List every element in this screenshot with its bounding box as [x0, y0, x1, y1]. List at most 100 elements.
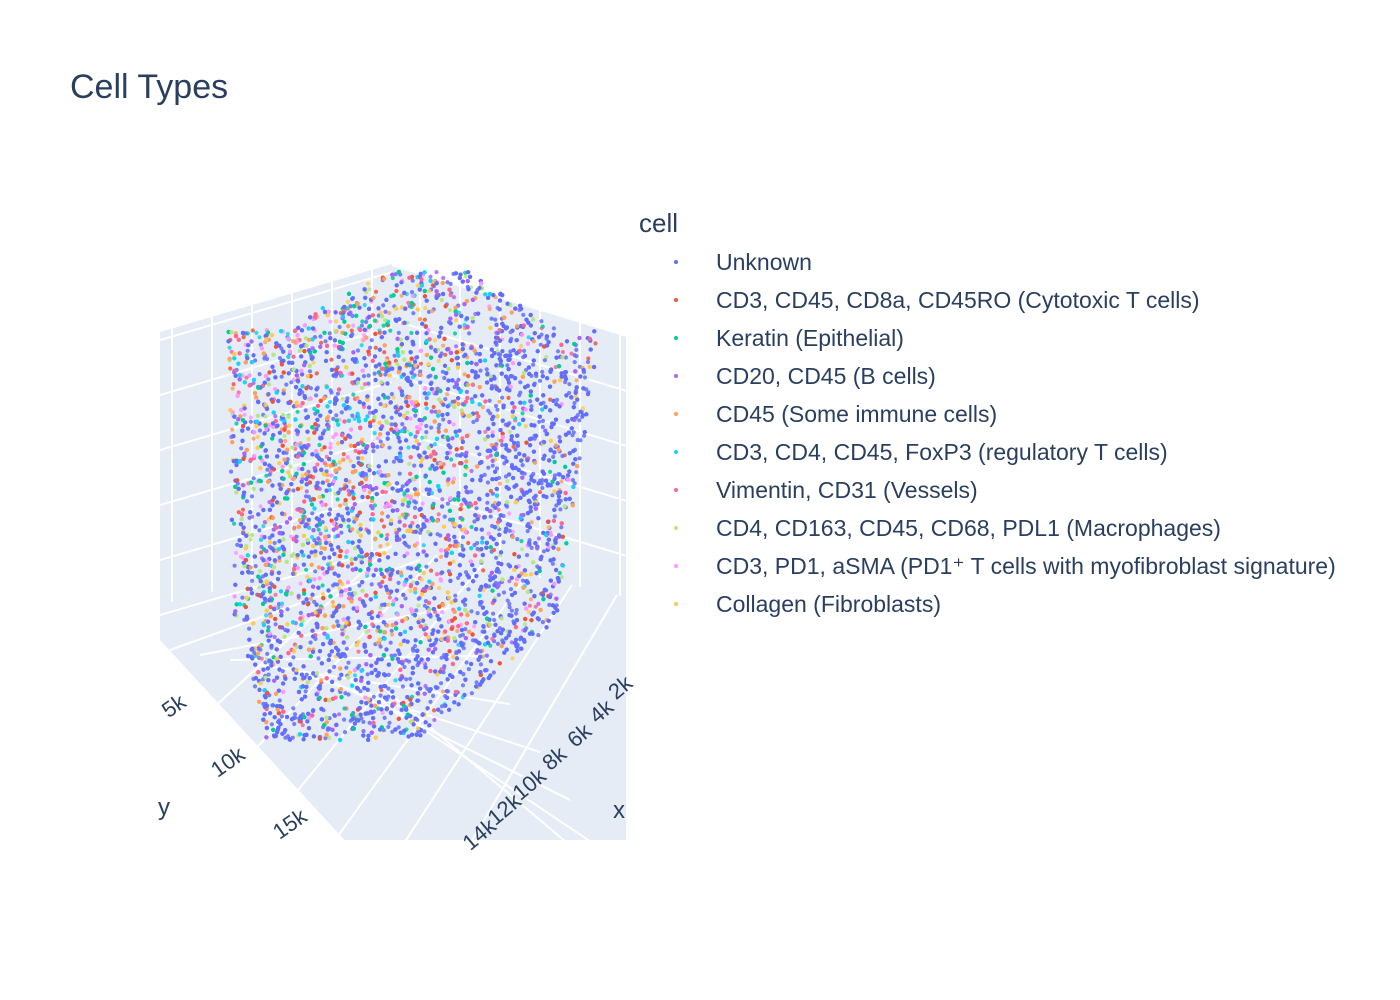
data-point — [552, 473, 558, 478]
data-point — [460, 436, 465, 441]
data-point — [413, 413, 418, 418]
data-point — [577, 456, 582, 461]
data-point — [412, 463, 417, 468]
data-point — [485, 434, 490, 439]
data-point — [463, 627, 468, 632]
data-point — [255, 434, 260, 440]
data-point — [359, 343, 364, 348]
data-point — [431, 693, 436, 699]
data-point — [339, 530, 344, 535]
data-point — [335, 619, 340, 624]
data-point — [418, 460, 424, 465]
data-point — [491, 611, 496, 616]
data-point — [475, 611, 480, 616]
data-point — [277, 356, 283, 361]
data-point — [490, 430, 495, 435]
data-point — [387, 445, 392, 450]
data-point — [488, 453, 493, 458]
data-point — [466, 374, 471, 379]
data-point — [486, 408, 491, 413]
data-point — [257, 569, 263, 574]
data-point — [543, 428, 548, 433]
data-point — [508, 349, 513, 354]
data-point — [291, 655, 296, 660]
data-point — [266, 625, 271, 630]
data-point — [285, 331, 290, 337]
data-point — [248, 537, 253, 542]
data-point — [257, 428, 263, 433]
data-point — [539, 319, 544, 324]
data-point — [240, 595, 245, 600]
data-point — [437, 422, 442, 427]
data-point — [436, 512, 441, 517]
data-point — [292, 721, 297, 727]
data-point — [346, 488, 351, 493]
grid-lines — [160, 264, 626, 840]
data-point — [418, 369, 423, 374]
data-point — [382, 715, 387, 721]
data-point — [383, 490, 388, 495]
data-point — [443, 397, 448, 402]
data-point — [371, 694, 376, 699]
data-point — [481, 588, 486, 593]
data-point — [495, 641, 500, 646]
data-point — [440, 610, 445, 615]
data-point — [573, 394, 578, 399]
data-point — [356, 456, 361, 461]
data-point — [235, 542, 240, 548]
data-point — [328, 388, 333, 393]
data-point — [267, 472, 272, 477]
data-point — [449, 457, 454, 462]
data-point — [456, 575, 461, 581]
data-point — [460, 535, 466, 540]
data-point — [523, 573, 528, 578]
data-point — [405, 410, 410, 415]
data-point — [439, 710, 444, 715]
data-point — [455, 628, 460, 634]
data-point — [454, 344, 459, 349]
data-point — [427, 288, 432, 294]
data-point — [478, 368, 483, 373]
data-point — [292, 525, 297, 531]
data-point — [364, 629, 369, 635]
data-point — [557, 435, 562, 440]
data-point — [366, 373, 371, 378]
data-point — [304, 567, 309, 572]
data-point — [323, 525, 328, 531]
data-point — [386, 724, 391, 730]
data-point — [268, 605, 273, 610]
data-point — [318, 334, 323, 339]
data-point — [381, 303, 386, 308]
data-point — [311, 360, 316, 365]
data-point — [351, 485, 356, 490]
data-point — [494, 466, 500, 471]
data-point — [269, 722, 274, 727]
data-point — [441, 417, 446, 422]
data-point — [265, 467, 270, 472]
data-point — [440, 497, 445, 502]
data-point — [234, 421, 239, 426]
data-point — [323, 736, 328, 741]
data-point — [456, 377, 461, 382]
data-point — [472, 542, 477, 548]
data-point — [400, 502, 405, 507]
data-point — [397, 515, 402, 520]
data-point — [580, 406, 586, 411]
data-point — [335, 497, 340, 502]
data-point — [582, 433, 587, 438]
data-point — [360, 319, 365, 324]
data-point — [428, 699, 433, 704]
data-point — [540, 369, 545, 374]
data-point — [559, 479, 564, 484]
data-point — [488, 488, 493, 494]
data-point — [525, 529, 530, 534]
data-point — [378, 544, 383, 549]
data-point — [259, 544, 264, 550]
data-point — [240, 483, 245, 488]
data-point — [418, 380, 423, 385]
data-point — [393, 272, 398, 277]
data-point — [233, 550, 239, 556]
data-point — [252, 684, 258, 689]
data-point — [554, 397, 560, 402]
